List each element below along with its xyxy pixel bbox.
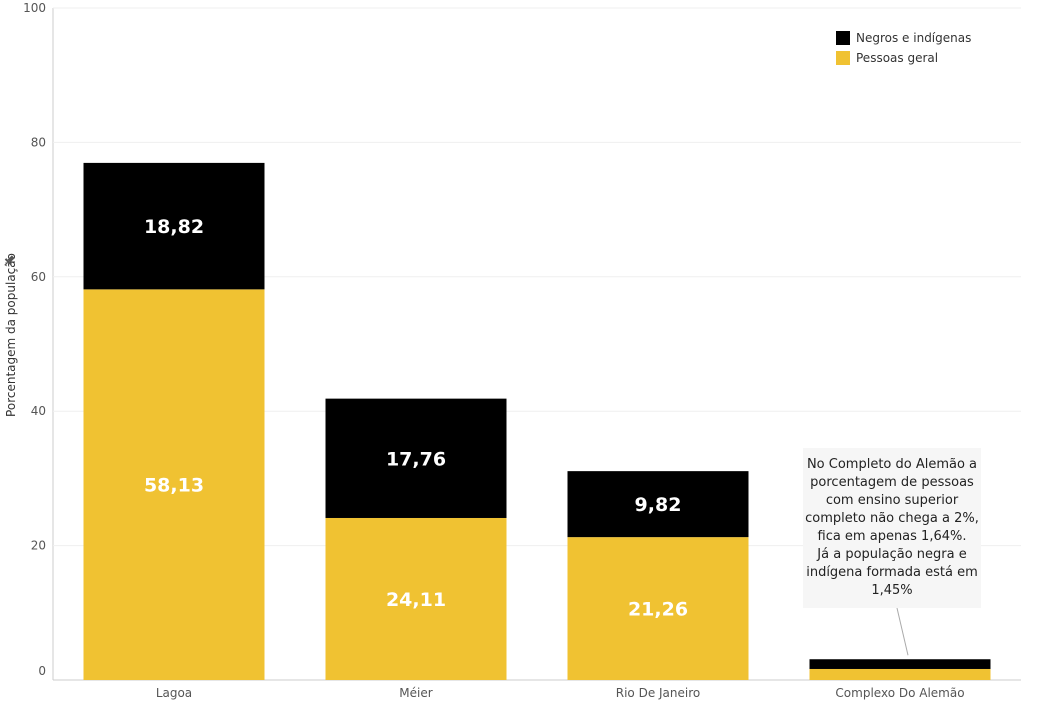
x-category-label: Complexo Do Alemão <box>835 686 964 700</box>
bar-negros-indigenas[interactable] <box>567 471 749 538</box>
y-tick-label: 60 <box>31 270 46 284</box>
pin-icon[interactable] <box>2 254 16 268</box>
annotation-line: Já a população negra e <box>817 547 967 562</box>
x-category-label: Lagoa <box>156 686 192 700</box>
data-label: 9,82 <box>635 494 682 516</box>
bar-negros-indigenas[interactable] <box>325 398 507 518</box>
annotation-line: com ensino superior <box>825 493 959 508</box>
annotation-line: 1,45% <box>871 583 913 598</box>
annotation-line: porcentagem de pessoas <box>810 475 974 490</box>
data-label: 21,26 <box>628 599 688 621</box>
legend-swatch <box>836 51 850 65</box>
legend-swatch <box>836 31 850 45</box>
legend-label: Pessoas geral <box>856 51 938 65</box>
bar-pessoas-geral[interactable] <box>83 289 265 680</box>
bar-pessoas-geral[interactable] <box>325 517 507 680</box>
y-tick-label: 80 <box>31 135 46 149</box>
y-tick-label: 40 <box>31 404 46 418</box>
data-label: 17,76 <box>386 448 446 470</box>
legend-label: Negros e indígenas <box>856 31 971 45</box>
bar-pessoas-geral[interactable] <box>809 668 991 680</box>
x-category-label: Rio De Janeiro <box>616 686 701 700</box>
annotation-callout: No Completo do Alemão a porcentagem de pe… <box>803 448 981 608</box>
annotation-line: completo não chega a 2%, <box>805 511 979 526</box>
data-label: 24,11 <box>386 589 446 611</box>
bar-negros-indigenas[interactable] <box>83 162 265 290</box>
y-tick-label: 20 <box>31 539 46 553</box>
y-tick-label: 0 <box>38 664 46 678</box>
y-tick-label: 100 <box>23 1 46 15</box>
data-label: 58,13 <box>144 475 204 497</box>
annotation-line: indígena formada está em <box>806 565 978 580</box>
bar-negros-indigenas[interactable] <box>809 659 991 669</box>
data-label: 18,82 <box>144 216 204 238</box>
x-category-label: Méier <box>399 686 432 700</box>
y-axis-label: Porcentagem da população <box>4 253 18 417</box>
annotation-leader-line <box>896 607 909 656</box>
bar-pessoas-geral[interactable] <box>567 537 749 680</box>
annotation-line: No Completo do Alemão a <box>806 457 978 472</box>
annotation-line: fica em apenas 1,64%. <box>817 529 967 544</box>
